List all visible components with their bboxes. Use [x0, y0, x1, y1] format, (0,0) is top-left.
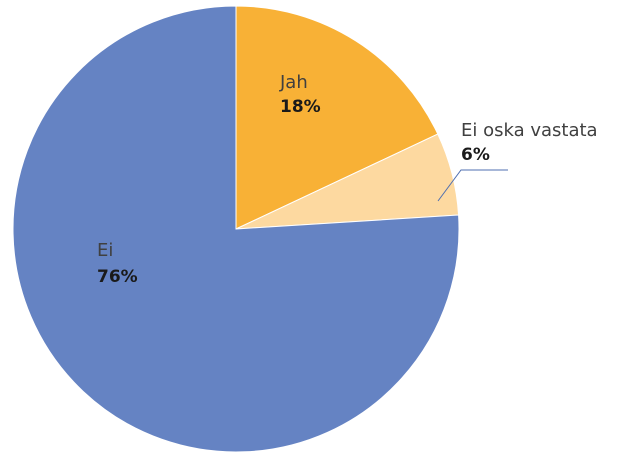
- slice-value-jah: 18%: [280, 97, 321, 117]
- slice-label-ei: Ei: [97, 240, 113, 261]
- leader-line-ei-oska-vastata: [437, 169, 508, 202]
- pie-slice-ei: [12, 5, 460, 452]
- slice-value-ei: 76%: [97, 267, 138, 287]
- data-labels: Jah 18% Ei oska vastata 6% Ei 76%: [97, 72, 598, 287]
- slice-label-ei-oska-vastata: Ei oska vastata: [461, 120, 598, 141]
- slice-value-ei-oska-vastata: 6%: [461, 145, 490, 165]
- leader-lines: [437, 169, 508, 202]
- pie-slices: [12, 5, 460, 452]
- slice-label-jah: Jah: [279, 72, 308, 93]
- pie-slice-jah: [235, 5, 439, 230]
